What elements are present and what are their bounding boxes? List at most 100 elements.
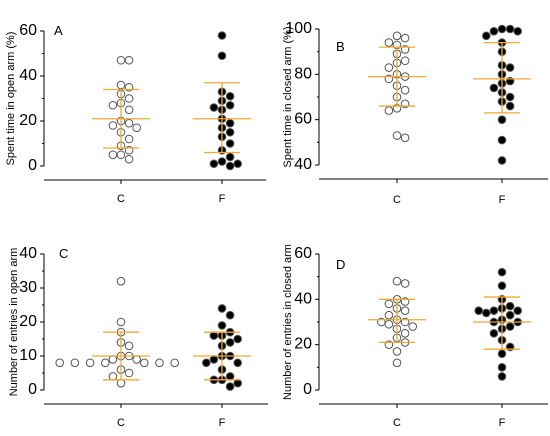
data-point — [225, 152, 235, 162]
data-point — [108, 121, 118, 130]
data-point — [116, 80, 126, 90]
y-axis-label: Spent time in open arm (%) — [5, 32, 17, 166]
data-point — [116, 317, 126, 327]
data-point — [209, 159, 219, 169]
x-category-label: F — [219, 417, 226, 429]
data-point — [233, 378, 242, 388]
data-point — [116, 55, 126, 65]
axes — [318, 254, 548, 405]
data-point — [225, 372, 235, 381]
x-category-label: F — [499, 417, 506, 429]
data-point — [233, 159, 242, 169]
data-point — [497, 349, 507, 359]
data-point — [392, 276, 402, 286]
x-category-label: C — [393, 417, 401, 429]
data-point — [400, 329, 410, 338]
y-tick-label: 40 — [19, 245, 37, 262]
data-point — [217, 157, 227, 166]
x-category-label: C — [117, 193, 125, 205]
data-point — [155, 358, 164, 368]
data-point — [55, 358, 65, 368]
y-tick-label: 0 — [28, 157, 37, 174]
data-point — [400, 33, 410, 43]
data-point — [400, 279, 410, 288]
data-point — [392, 347, 402, 356]
data-point — [225, 139, 235, 148]
data-point — [400, 133, 410, 143]
y-axis-label: Number of entries in closed arm — [282, 244, 294, 400]
data-point — [497, 135, 507, 145]
data-point — [392, 31, 402, 41]
data-point — [392, 131, 402, 140]
data-point — [124, 105, 134, 115]
data-point — [489, 83, 499, 93]
data-point — [408, 322, 418, 331]
data-point — [400, 56, 410, 66]
y-tick-label: 0 — [28, 381, 37, 398]
y-tick-label: 40 — [294, 156, 312, 173]
data-point — [124, 55, 134, 65]
y-tick-label: 10 — [19, 347, 37, 364]
data-point — [124, 368, 134, 378]
data-point — [124, 134, 134, 144]
y-tick-label: 20 — [19, 313, 37, 330]
data-point — [505, 63, 515, 72]
data-point — [116, 378, 126, 388]
data-point — [217, 304, 227, 313]
data-point — [124, 341, 134, 351]
data-point — [108, 372, 118, 381]
data-point — [482, 308, 491, 318]
data-point — [132, 123, 141, 133]
data-point — [482, 31, 491, 41]
data-point — [233, 334, 242, 344]
y-tick-label: 100 — [285, 20, 312, 37]
y-tick-label: 80 — [294, 65, 312, 82]
y-tick-label: 0 — [303, 381, 312, 398]
data-point — [140, 358, 149, 368]
data-point — [217, 321, 227, 330]
y-tick-label: 40 — [19, 67, 37, 84]
data-point — [124, 94, 134, 103]
data-point — [392, 358, 402, 368]
y-tick-label: 60 — [294, 245, 312, 262]
data-point — [384, 38, 394, 47]
data-point — [489, 26, 499, 36]
data-point — [384, 106, 394, 115]
panel-letter: A — [54, 23, 63, 38]
y-axis-label: Number of entries in open arm — [8, 248, 20, 397]
data-point — [497, 156, 507, 165]
data-point — [209, 355, 219, 364]
data-point — [505, 92, 515, 102]
y-tick-label: 20 — [294, 336, 312, 353]
data-point — [384, 299, 394, 309]
data-point — [225, 118, 235, 128]
data-point — [233, 358, 242, 368]
data-point — [513, 306, 523, 315]
data-point — [384, 63, 394, 72]
data-point — [101, 358, 110, 368]
data-point — [108, 150, 118, 160]
y-tick-label: 30 — [19, 279, 37, 296]
data-point — [225, 338, 235, 347]
data-point — [116, 276, 126, 286]
data-point — [505, 322, 515, 331]
data-point — [225, 382, 235, 391]
data-point — [505, 101, 515, 111]
y-tick-label: 60 — [19, 22, 37, 39]
data-point — [400, 85, 410, 95]
x-category-label: C — [393, 194, 401, 206]
data-point — [497, 281, 507, 291]
data-point — [225, 91, 235, 101]
data-point — [497, 24, 507, 34]
data-point — [489, 306, 499, 315]
y-axis-label: Spent time in closed arm (%) — [282, 26, 294, 167]
data-point — [505, 301, 515, 311]
data-point — [170, 358, 179, 368]
panel-letter: D — [336, 257, 345, 272]
data-point — [108, 100, 118, 110]
data-point — [70, 358, 80, 368]
data-point — [489, 329, 499, 338]
